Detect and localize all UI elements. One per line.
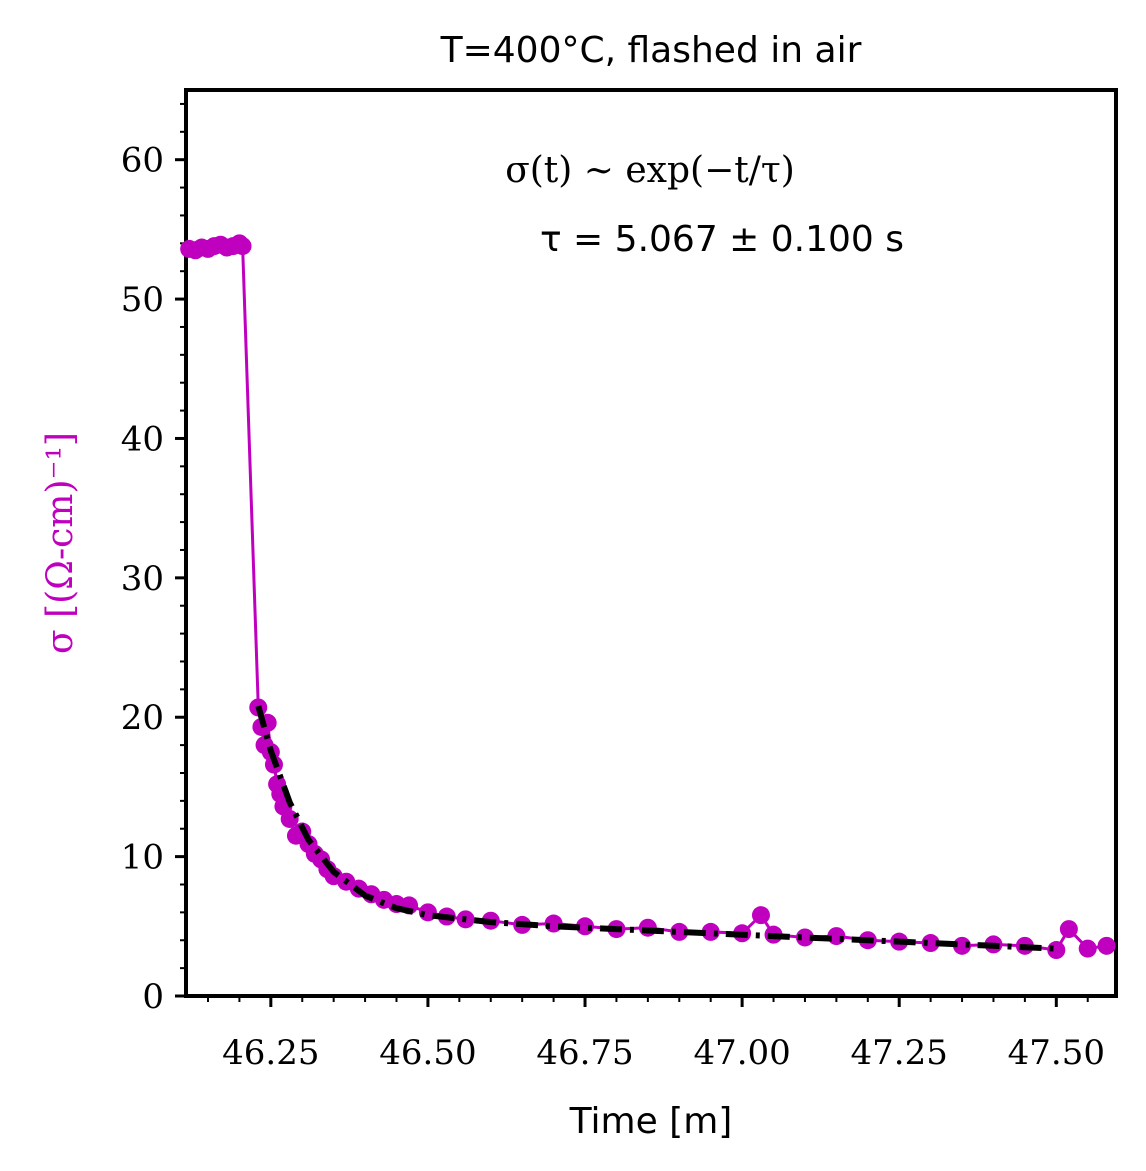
x-tick-label: 46.75 xyxy=(536,1033,633,1073)
x-axis-ticks: 46.25 46.50 46.75 47.00 47.25 47.50 xyxy=(206,996,1105,1073)
x-tick-label: 46.50 xyxy=(379,1033,476,1073)
chart-title: T=400°C, flashed in air xyxy=(440,30,862,71)
plot-frame xyxy=(184,88,1118,998)
annotation-formula: σ(t) ∼ exp(−t/τ) xyxy=(505,150,795,191)
y-axis-label: σ [(Ω-cm)⁻¹] xyxy=(40,432,81,654)
data-point xyxy=(751,906,770,925)
x-axis-label: Time [m] xyxy=(569,1101,733,1142)
data-point xyxy=(921,934,940,953)
y-tick-label: 50 xyxy=(121,280,164,320)
x-tick-label: 47.25 xyxy=(851,1033,948,1073)
x-tick-label: 47.00 xyxy=(693,1033,790,1073)
y-axis-ticks: 0 10 20 30 40 50 60 xyxy=(121,102,186,1017)
data-layer xyxy=(180,234,1116,960)
data-point xyxy=(1059,920,1078,939)
data-point xyxy=(1078,939,1097,958)
y-tick-label: 0 xyxy=(142,977,164,1017)
y-tick-label: 40 xyxy=(121,419,164,459)
x-tick-label: 47.50 xyxy=(1008,1033,1105,1073)
y-tick-label: 10 xyxy=(121,838,164,878)
data-point xyxy=(670,922,689,941)
x-tick-label: 46.25 xyxy=(222,1033,319,1073)
data-point xyxy=(795,928,814,947)
y-tick-label: 30 xyxy=(121,559,164,599)
data-point xyxy=(233,237,252,256)
y-tick-label: 60 xyxy=(121,141,164,181)
y-tick-label: 20 xyxy=(121,698,164,738)
data-series-line xyxy=(188,241,1107,952)
fit-curve xyxy=(255,705,1057,952)
data-point xyxy=(1097,936,1116,955)
annotation-tau: τ = 5.067 ± 0.100 s xyxy=(540,219,904,260)
